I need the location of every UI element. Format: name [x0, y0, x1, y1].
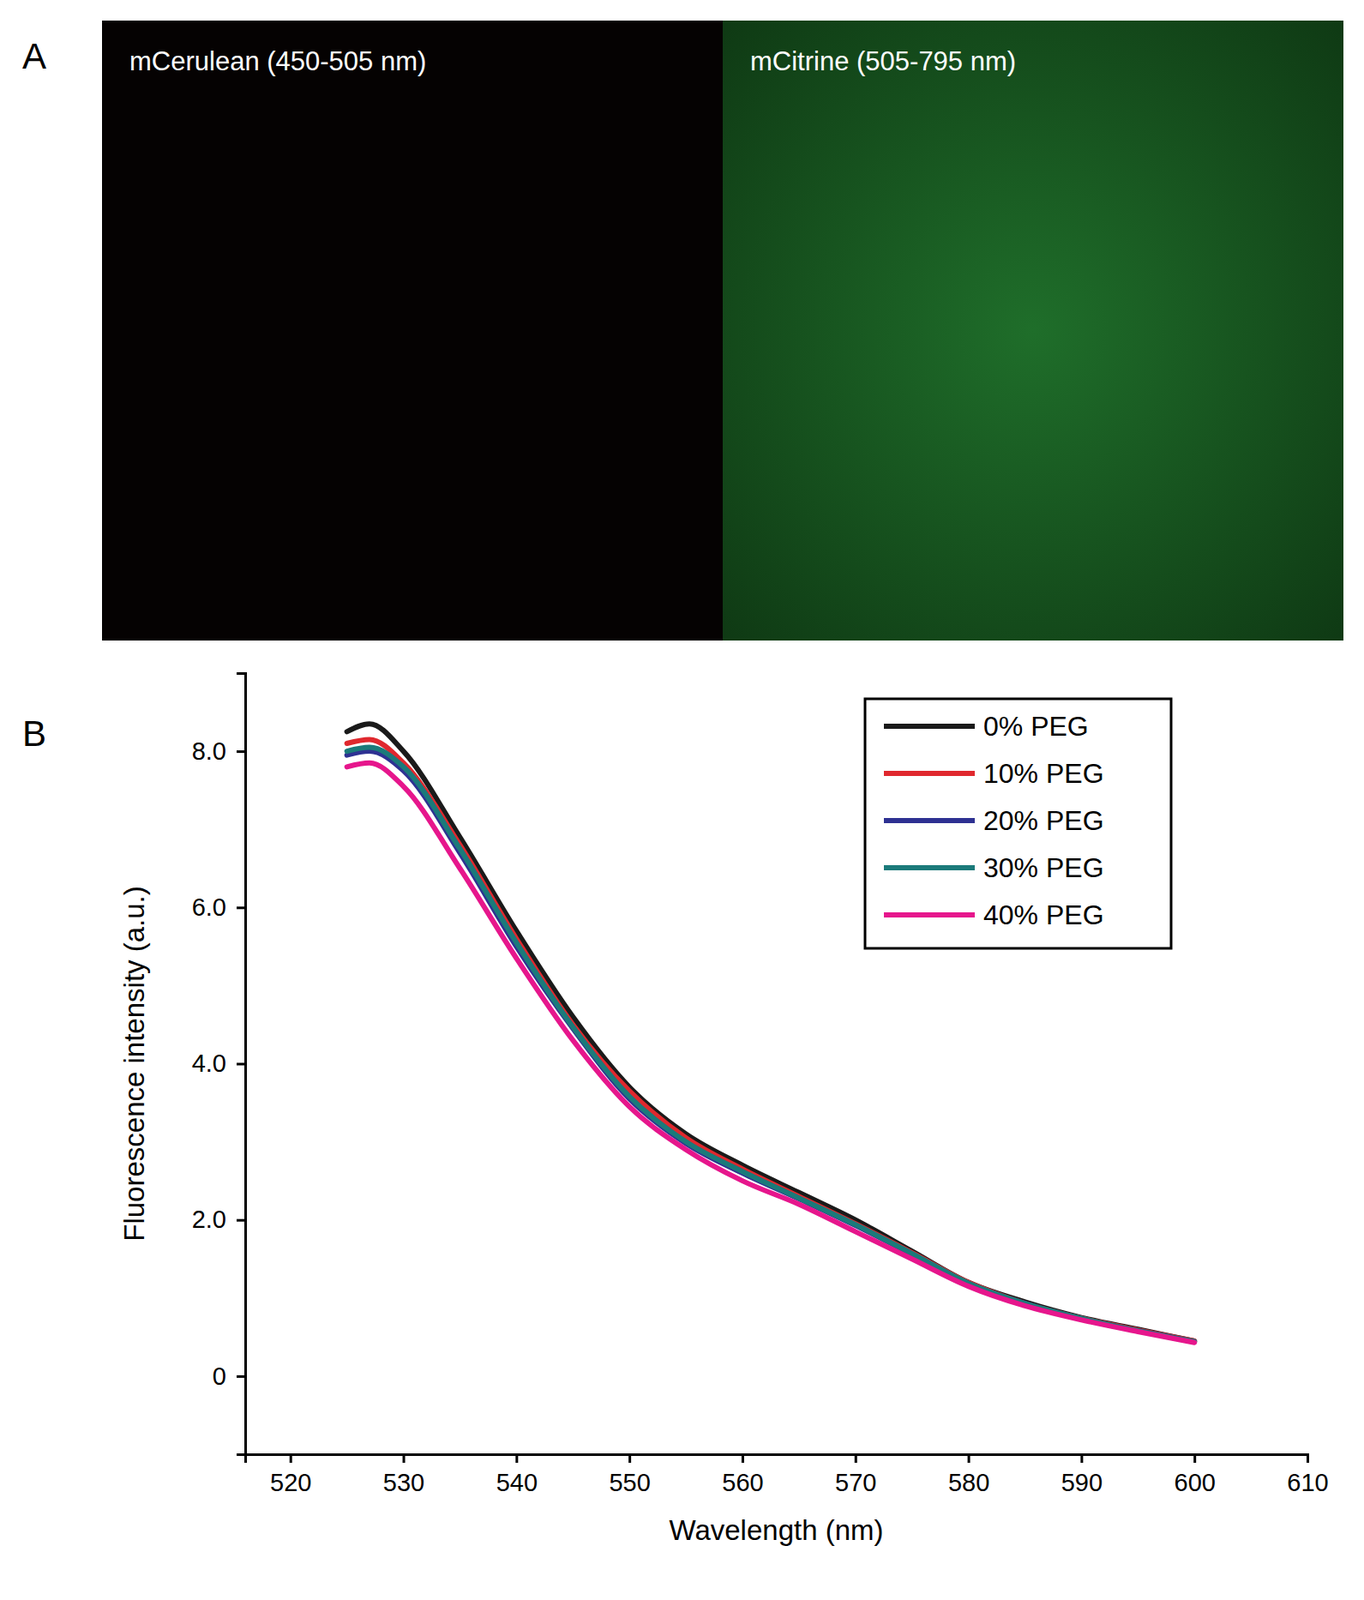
- tick-mark: [967, 1454, 971, 1463]
- figure: AmCerulean (450-505 nm) mCitrine (505-795…: [0, 0, 1364, 1600]
- tick-label: 520: [270, 1468, 312, 1497]
- tick: 590: [1061, 1454, 1103, 1497]
- tick: 570: [835, 1454, 877, 1497]
- series-line: [347, 739, 1196, 1340]
- tick-mark: [236, 1375, 246, 1378]
- x-axis-title: Wavelength (nm): [668, 1514, 884, 1546]
- plot-area: [347, 723, 1196, 1343]
- series-line: [347, 723, 1196, 1341]
- tick-mark: [236, 906, 246, 909]
- tick-label: 6.0: [192, 893, 227, 921]
- tick-label: 4.0: [192, 1049, 227, 1077]
- legend-label: 30% PEG: [983, 852, 1105, 884]
- tick-mark: [236, 750, 246, 753]
- tick: 580: [948, 1454, 990, 1497]
- tick-label: 530: [383, 1468, 425, 1497]
- tick-mark: [236, 1219, 246, 1222]
- tick-label: 570: [835, 1468, 877, 1497]
- tick-mark: [741, 1454, 745, 1463]
- legend-swatch: [883, 770, 975, 776]
- tick-label: 580: [948, 1468, 990, 1497]
- tick-mark: [289, 1454, 293, 1463]
- legend-label: 40% PEG: [983, 899, 1105, 931]
- axis-line: [246, 1454, 1309, 1464]
- legend-swatch: [883, 817, 975, 824]
- legend-label: 20% PEG: [983, 805, 1105, 836]
- tick: 4.0: [192, 1049, 246, 1077]
- tick: 0: [212, 1362, 246, 1390]
- tick-mark: [1193, 1454, 1196, 1463]
- legend: 0% PEG 10% PEG 20% PEG 30% PEG 40% PEG: [865, 698, 1172, 949]
- tick: 530: [383, 1454, 425, 1497]
- tick-mark: [628, 1454, 631, 1463]
- tick-label: 2.0: [192, 1205, 227, 1233]
- axis-line: [236, 673, 247, 1455]
- tick-mark: [515, 1454, 518, 1463]
- tick: 8.0: [192, 737, 246, 765]
- tick-label: 550: [608, 1468, 650, 1497]
- tick: 6.0: [192, 893, 246, 921]
- tick-label: 600: [1173, 1468, 1215, 1497]
- y-axis-title: Fluorescence intensity (a.u.): [118, 885, 151, 1242]
- tick-mark: [402, 1454, 406, 1463]
- tick-label: 610: [1286, 1468, 1328, 1497]
- tick-label: 0: [212, 1362, 227, 1390]
- legend-swatch: [883, 723, 975, 729]
- tick-mark: [1306, 1454, 1310, 1463]
- legend-box: [865, 698, 1172, 949]
- tick-label: 590: [1061, 1468, 1103, 1497]
- tick: 2.0: [192, 1205, 246, 1233]
- tick-mark: [236, 1063, 246, 1066]
- panel-label: B: [22, 713, 47, 754]
- y-axis: 0 2.0 4.0 6.0 8.0: [192, 673, 247, 1455]
- tick: 610: [1286, 1454, 1328, 1497]
- image-caption: mCerulean (450-505 nm): [129, 46, 427, 77]
- x-axis: 520 530 540 550 560 570 580 590 600 610: [246, 1454, 1329, 1497]
- tick-label: 8.0: [192, 737, 227, 765]
- legend-swatch: [883, 865, 975, 871]
- legend-label: 10% PEG: [983, 757, 1105, 789]
- tick: 520: [270, 1454, 312, 1497]
- tick: 550: [608, 1454, 650, 1497]
- micrograph: [102, 20, 723, 641]
- tick-mark: [854, 1454, 858, 1463]
- tick-label: 560: [721, 1468, 764, 1497]
- tick: 560: [721, 1454, 764, 1497]
- legend-label: 0% PEG: [983, 710, 1089, 742]
- tick-label: 540: [496, 1468, 538, 1497]
- micrograph: [722, 20, 1344, 641]
- tick: 600: [1173, 1454, 1215, 1497]
- legend-swatch: [883, 912, 975, 918]
- tick: 540: [496, 1454, 538, 1497]
- panel-label: A: [22, 36, 47, 77]
- tick-mark: [1080, 1454, 1083, 1463]
- image-caption: mCitrine (505-795 nm): [750, 46, 1016, 77]
